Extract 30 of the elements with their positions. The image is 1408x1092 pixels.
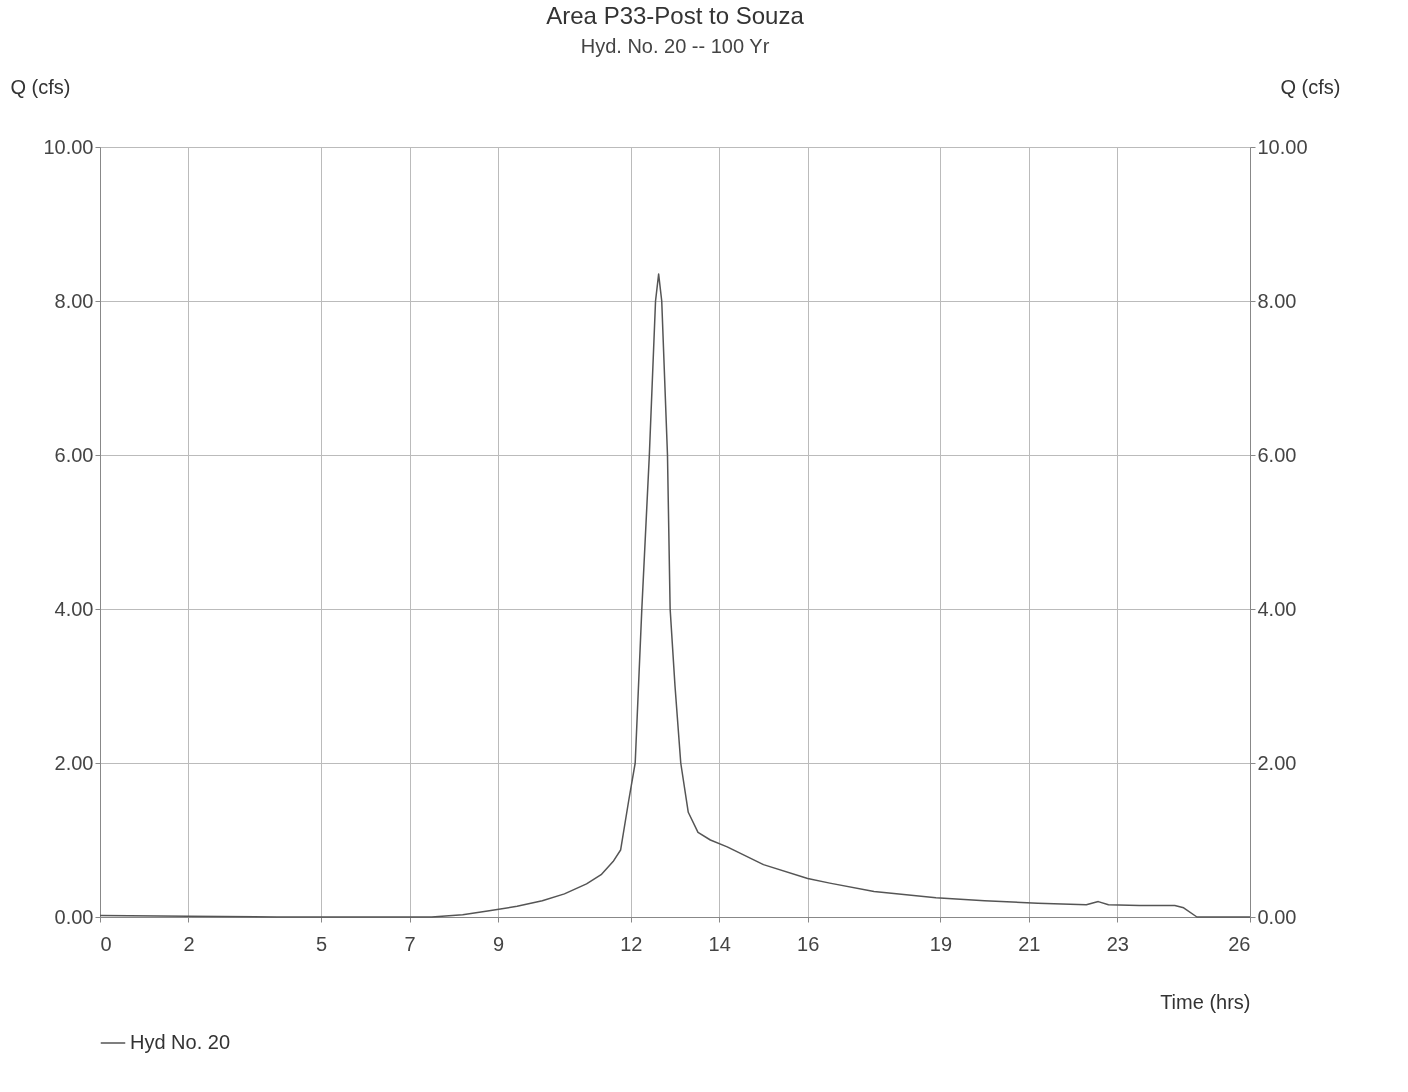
- x-tick-label: 19: [929, 932, 953, 955]
- x-axis-title: Time (hrs): [1160, 990, 1251, 1013]
- y2-tick-label: 8.00: [1257, 289, 1297, 312]
- x-tick-label: 12: [620, 932, 643, 955]
- y-tick-label: 10.00: [43, 135, 94, 158]
- x-tick-label: 5: [316, 932, 328, 955]
- x-tick-label: 26: [1228, 932, 1251, 955]
- chart-title: Area P33-Post to Souza: [546, 2, 805, 29]
- y2-tick-label: 10.00: [1257, 135, 1308, 158]
- y-tick-label: 4.00: [54, 597, 94, 620]
- y2-tick-label: 0.00: [1257, 905, 1297, 928]
- y2-tick-label: 2.00: [1257, 751, 1297, 774]
- y-tick-label: 0.00: [54, 905, 94, 928]
- y2-axis-title: Q (cfs): [1280, 75, 1341, 98]
- x-tick-label: 0: [100, 932, 112, 955]
- x-tick-label: 23: [1106, 932, 1129, 955]
- x-tick-label: 21: [1018, 932, 1041, 955]
- y-tick-label: 8.00: [54, 289, 94, 312]
- y2-tick-label: 4.00: [1257, 597, 1297, 620]
- x-tick-label: 9: [493, 932, 505, 955]
- legend-label: Hyd No. 20: [130, 1031, 231, 1053]
- y-tick-label: 6.00: [54, 443, 94, 466]
- x-tick-label: 16: [797, 932, 820, 955]
- chart-subtitle: Hyd. No. 20 -- 100 Yr: [580, 35, 770, 57]
- y2-tick-label: 6.00: [1257, 443, 1297, 466]
- y-axis-title: Q (cfs): [10, 75, 71, 98]
- x-tick-label: 2: [183, 932, 195, 955]
- y-tick-label: 2.00: [54, 751, 94, 774]
- x-tick-label: 7: [404, 932, 416, 955]
- x-tick-label: 14: [708, 932, 731, 955]
